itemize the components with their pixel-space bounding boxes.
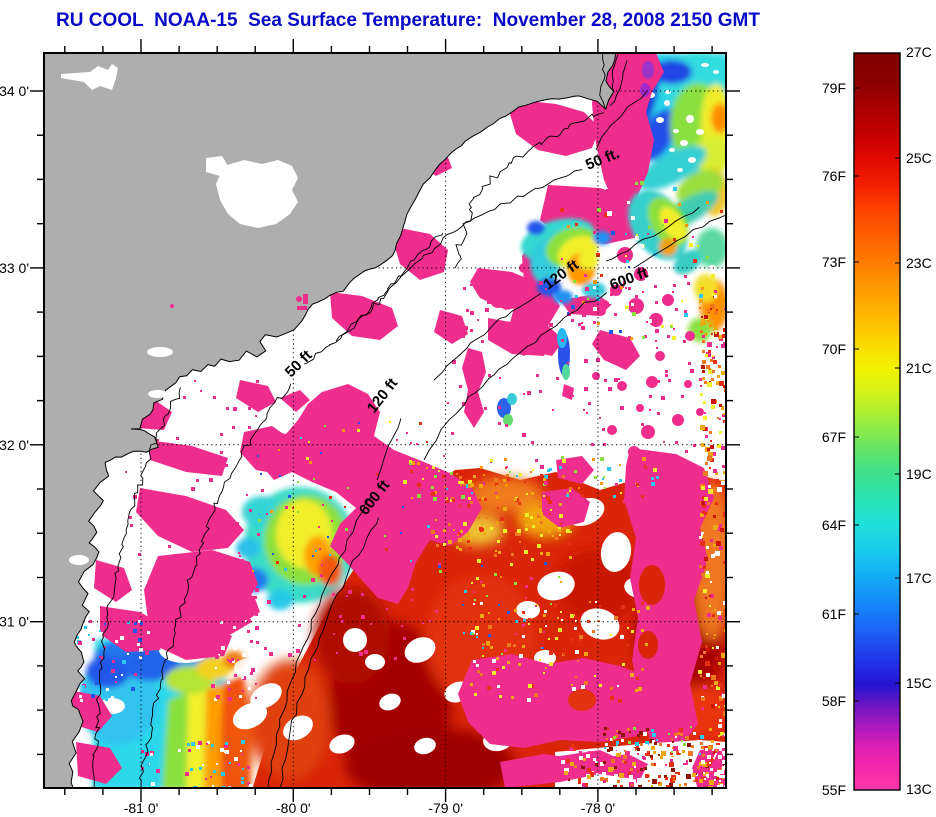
svg-text:-78 0': -78 0': [581, 800, 616, 816]
svg-text:33 0': 33 0': [0, 260, 29, 276]
svg-text:67F: 67F: [822, 429, 846, 445]
svg-text:76F: 76F: [822, 168, 846, 184]
svg-text:27C: 27C: [906, 44, 932, 60]
svg-text:-79 0': -79 0': [428, 800, 463, 816]
svg-text:55F: 55F: [822, 782, 846, 798]
svg-text:32 0': 32 0': [0, 437, 29, 453]
svg-text:70F: 70F: [822, 341, 846, 357]
svg-text:23C: 23C: [906, 255, 932, 271]
svg-text:79F: 79F: [822, 80, 846, 96]
svg-text:19C: 19C: [906, 466, 932, 482]
svg-text:58F: 58F: [822, 693, 846, 709]
svg-text:64F: 64F: [822, 517, 846, 533]
svg-text:25C: 25C: [906, 150, 932, 166]
svg-text:-81 0': -81 0': [124, 800, 159, 816]
svg-text:34 0': 34 0': [0, 83, 29, 99]
svg-text:13C: 13C: [906, 781, 932, 797]
svg-text:RU COOL NOAA-15 Sea Surface: RU COOL NOAA-15 Sea Surface Temperature:…: [56, 10, 760, 31]
svg-text:15C: 15C: [906, 675, 932, 691]
svg-text:-80 0': -80 0': [276, 800, 311, 816]
svg-text:21C: 21C: [906, 360, 932, 376]
svg-text:17C: 17C: [906, 570, 932, 586]
svg-text:61F: 61F: [822, 606, 846, 622]
svg-text:31 0': 31 0': [0, 614, 29, 630]
svg-text:73F: 73F: [822, 254, 846, 270]
